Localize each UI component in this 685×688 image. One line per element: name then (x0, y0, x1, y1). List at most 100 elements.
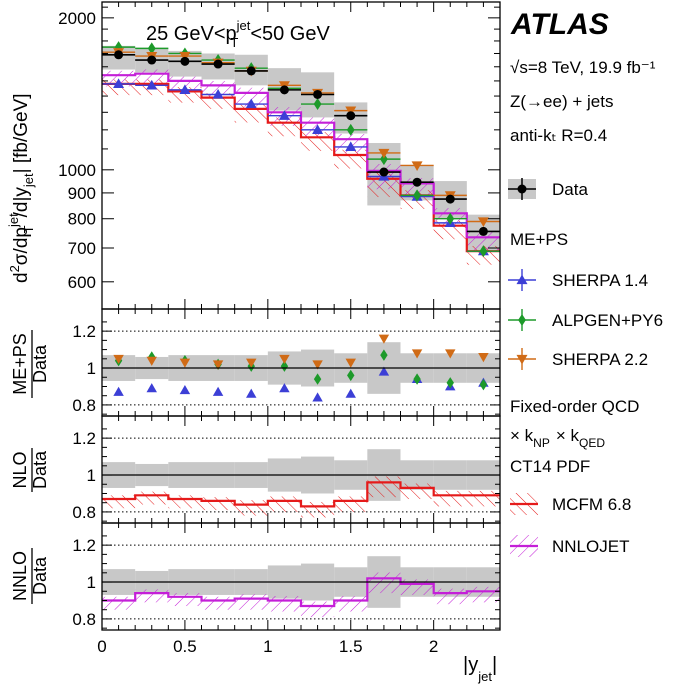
ratio-point-sherpa-1-4 (246, 388, 257, 398)
mcfm-ratio-band (334, 496, 368, 512)
data-point (313, 89, 323, 99)
x-tick-label: 0 (97, 637, 106, 656)
nnlojet-line (102, 72, 500, 239)
mc-point-alpgen-py6 (479, 245, 488, 258)
mcfm-ratio-band (102, 495, 136, 509)
legend-meps-header: ME+PS (510, 230, 568, 249)
data-point (114, 50, 124, 60)
legend-marker (516, 354, 528, 365)
legend-mcfm-label: MCFM 6.8 (552, 495, 631, 514)
ratio-y-tick-label: 1.2 (72, 322, 96, 341)
data-point (412, 177, 422, 187)
y-tick-label: 600 (68, 273, 96, 292)
ratio-y-tick-label: 0.8 (72, 396, 96, 415)
ratio-y-tick-label: 1 (87, 466, 96, 485)
legend-data-marker (517, 184, 527, 194)
ratio-y-tick-label: 0.8 (72, 610, 96, 629)
x-axis-label: |yjet| (463, 654, 497, 684)
data-point (445, 194, 455, 204)
nnlojet-ratio-band (102, 596, 136, 610)
ratio-y-tick-label: 1.2 (72, 536, 96, 555)
data-point (180, 56, 190, 66)
legend-data-label: Data (552, 180, 588, 199)
ratio-point-alpgen-py6 (380, 349, 388, 361)
nnlojet-ratio-band (267, 596, 301, 612)
legend-marker (518, 314, 526, 326)
jet-algo-label: anti-kₜ R=0.4 (510, 126, 607, 145)
ratio-y-tick-label: 1.2 (72, 429, 96, 448)
y-tick-label: 700 (68, 239, 96, 258)
mc-point-alpgen-py6 (313, 98, 322, 111)
mc-point-alpgen-py6 (147, 42, 156, 55)
nnlojet-ratio-band (433, 588, 467, 605)
mc-point-sherpa-2-2 (179, 51, 191, 62)
nnlojet-ratio-band (301, 601, 335, 618)
mcfm-ratio-band (135, 491, 169, 505)
svg-text:Data: Data (30, 344, 50, 383)
ratio2-y-label: NLO Data (10, 448, 50, 492)
mcfm-ratio-band (201, 497, 235, 511)
legend: Data ME+PS SHERPA 1.4 ALPGEN+PY6 SHERPA 2.2 M… (508, 178, 663, 557)
mcfm-ratio-band (433, 490, 467, 507)
ratio-point-sherpa-2-2 (246, 358, 257, 368)
ratio-point-sherpa-2-2 (146, 356, 157, 366)
mcfm-ratio-band (234, 500, 268, 516)
ratio-point-sherpa-2-2 (279, 354, 290, 365)
mc-point-sherpa-1-4 (278, 110, 290, 120)
data-point (346, 111, 356, 121)
mc-point-alpgen-py6 (446, 212, 455, 225)
legend-marker (516, 274, 528, 285)
legend-label: ALPGEN+PY6 (552, 311, 663, 330)
ratio-point-alpgen-py6 (446, 377, 454, 389)
mc-point-alpgen-py6 (413, 189, 421, 202)
ratio-y-tick-label: 1 (87, 573, 96, 592)
svg-text:ME+PS: ME+PS (10, 333, 30, 395)
ratio3-y-label: NNLO Data (10, 548, 50, 604)
atlas-logo-text: ATLAS (510, 8, 609, 41)
k-factor-label: × kNP × kQED (510, 426, 605, 450)
ratio-point-sherpa-2-2 (179, 358, 191, 368)
nnlojet-ratio-band (234, 594, 268, 610)
y-tick-label: 800 (68, 210, 96, 229)
data-point (147, 55, 157, 65)
ratio-y-tick-label: 1 (87, 359, 96, 378)
ratio-point-sherpa-1-4 (146, 383, 157, 393)
ratio-point-sherpa-1-4 (179, 384, 191, 395)
ratio-point-sherpa-2-2 (345, 358, 356, 368)
main-y-axis-label: d2σ/dpjetT/d|yjet| [fb/GeV] (6, 93, 36, 283)
ratio-nnlo-panel (102, 544, 500, 620)
ratio-point-sherpa-1-4 (378, 366, 390, 376)
data-point (246, 66, 256, 76)
ratio-point-sherpa-1-4 (113, 386, 124, 396)
mc-point-sherpa-1-4 (146, 79, 158, 90)
data-point (379, 167, 389, 177)
ratio-point-sherpa-2-2 (445, 349, 456, 359)
ratio-nlo-panel (102, 437, 500, 518)
svg-text:NLO: NLO (10, 451, 30, 488)
ratio-point-sherpa-2-2 (212, 360, 224, 370)
nnlojet-ratio-band (201, 596, 235, 610)
ratio-point-sherpa-1-4 (279, 383, 290, 393)
x-tick-label: 1.5 (339, 637, 363, 656)
mcfm-ratio-line (102, 481, 500, 508)
data-point (279, 85, 289, 95)
ratio-y-tick-label: 0.8 (72, 503, 96, 522)
ratio-point-alpgen-py6 (313, 373, 322, 385)
y-tick-label: 2000 (58, 9, 96, 28)
mc-point-sherpa-1-4 (345, 141, 357, 152)
legend-label: SHERPA 2.2 (552, 350, 648, 369)
mc-point-sherpa-1-4 (212, 88, 224, 99)
ratio-meps-panel (102, 330, 500, 406)
mc-point-sherpa-2-2 (477, 217, 489, 227)
mcfm-ratio-band (400, 483, 434, 500)
mc-point-sherpa-2-2 (378, 148, 390, 159)
ratio-point-alpgen-py6 (413, 373, 421, 385)
fixed-order-label: Fixed-order QCD (510, 397, 639, 416)
ratio-point-sherpa-1-4 (345, 388, 356, 398)
selection-label: 25 GeV<pjet T <50 GeV (146, 18, 330, 50)
ratio1-y-label: ME+PS Data (10, 330, 50, 398)
nnlojet-ratio-band (135, 589, 169, 603)
nnlojet-ratio-line (102, 577, 500, 608)
mc-point-sherpa-1-4 (312, 124, 324, 134)
